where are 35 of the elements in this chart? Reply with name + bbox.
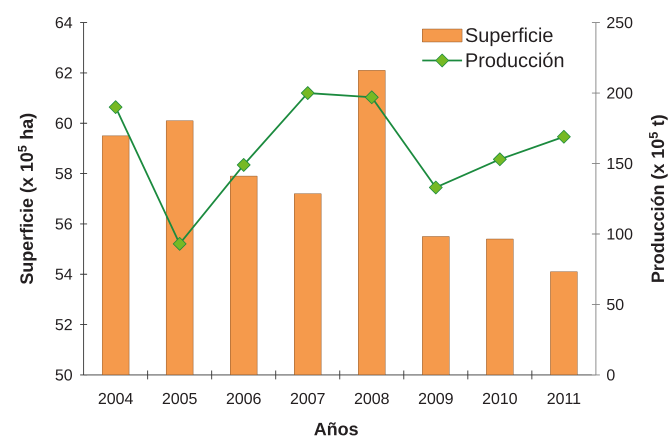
y2-tick-label: 250 [607,16,632,28]
y-tick-label: 58 [56,168,72,180]
x-tick-label: 2008 [354,392,389,404]
y2-tick-label: 150 [608,158,632,170]
y2-tick-label: 50 [607,298,624,310]
y2-tick-label: 0 [607,369,615,381]
x-tick-label: 2011 [548,392,580,404]
point [557,130,571,144]
x-axis-title: Años [314,422,358,436]
point [300,86,315,100]
point [108,100,123,114]
x-tick-label: 2010 [482,392,517,404]
point [492,152,507,166]
point [236,158,251,172]
x-tick-label: 2005 [162,392,197,404]
y-tick-label: 62 [56,67,72,79]
legend-label: Superficie [466,28,553,46]
y-axis-title: Superficie (x 10$^{5}$ ha) [18,114,37,284]
x-tick-label: 2007 [290,392,325,404]
x-tick-label: 2009 [418,392,453,404]
y2-axis-title: Producción (x 10$^{5}$ t) [649,115,668,282]
point [364,90,379,104]
y2-tick-label: 100 [608,228,632,240]
x-tick-label: 2006 [226,392,261,404]
y-tick-label: 60 [56,118,72,129]
point [172,237,187,251]
x-tick-label: 2004 [98,392,133,404]
point [428,180,443,194]
y-tick-label: 64 [56,16,72,28]
y2-tick-label: 200 [607,87,632,99]
y-tick-label: 52 [56,318,72,330]
y-tick-label: 50 [56,369,72,381]
y-tick-label: 54 [56,268,72,280]
y-tick-label: 56 [56,218,72,230]
legend-label: Producción [466,52,564,68]
